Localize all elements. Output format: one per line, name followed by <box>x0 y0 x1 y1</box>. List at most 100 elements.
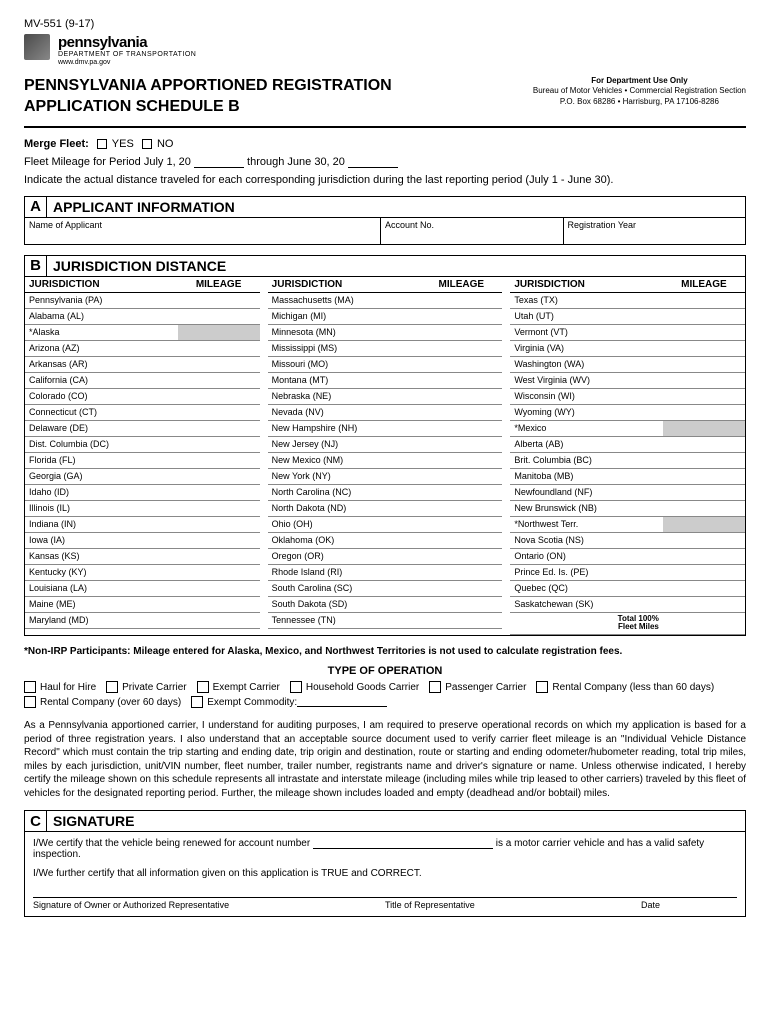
mileage-cell[interactable] <box>178 404 260 420</box>
mileage-cell[interactable] <box>420 564 502 580</box>
mileage-cell[interactable] <box>663 340 745 356</box>
jur-row: Virginia (VA) <box>510 340 745 356</box>
mileage-cell[interactable] <box>420 372 502 388</box>
merge-no-checkbox[interactable] <box>142 139 152 149</box>
mileage-cell[interactable] <box>663 532 745 548</box>
mileage-cell[interactable] <box>178 548 260 564</box>
type-op-checkbox[interactable] <box>191 696 203 708</box>
signature-line[interactable]: Signature of Owner or Authorized Represe… <box>33 900 385 910</box>
mileage-cell[interactable] <box>178 436 260 452</box>
mileage-cell[interactable] <box>420 548 502 564</box>
type-op-checkbox[interactable] <box>536 681 548 693</box>
period-end-input[interactable] <box>348 157 398 168</box>
mileage-cell[interactable] <box>420 612 502 628</box>
mileage-cell[interactable] <box>178 340 260 356</box>
type-op-checkbox[interactable] <box>197 681 209 693</box>
mileage-cell[interactable] <box>420 468 502 484</box>
mileage-cell[interactable] <box>178 596 260 612</box>
mileage-cell[interactable] <box>663 596 745 612</box>
type-op-checkbox[interactable] <box>24 696 36 708</box>
jur-row: Wisconsin (WI) <box>510 388 745 404</box>
mileage-cell[interactable] <box>420 420 502 436</box>
mileage-cell[interactable] <box>420 340 502 356</box>
title-line[interactable]: Title of Representative <box>385 900 641 910</box>
registration-year-field[interactable]: Registration Year <box>564 218 746 244</box>
mileage-cell[interactable] <box>178 324 260 340</box>
mileage-cell[interactable] <box>663 292 745 308</box>
mileage-cell[interactable] <box>420 532 502 548</box>
mileage-cell[interactable] <box>420 484 502 500</box>
jur-row: Vermont (VT) <box>510 324 745 340</box>
type-op-checkbox[interactable] <box>106 681 118 693</box>
jur-name: New York (NY) <box>268 468 421 484</box>
mileage-cell[interactable] <box>178 468 260 484</box>
mileage-cell[interactable] <box>178 612 260 628</box>
date-line[interactable]: Date <box>641 900 737 910</box>
mileage-cell[interactable] <box>663 404 745 420</box>
merge-yes-checkbox[interactable] <box>97 139 107 149</box>
section-a-header: A APPLICANT INFORMATION <box>24 196 746 218</box>
mileage-cell[interactable] <box>663 564 745 580</box>
mileage-cell[interactable] <box>663 308 745 324</box>
type-op-checkbox[interactable] <box>429 681 441 693</box>
jur-row: Montana (MT) <box>268 372 503 388</box>
mileage-cell[interactable] <box>178 580 260 596</box>
mileage-cell[interactable] <box>420 292 502 308</box>
total-miles-cell[interactable] <box>663 612 745 635</box>
mileage-cell[interactable] <box>420 324 502 340</box>
mileage-cell[interactable] <box>663 580 745 596</box>
mileage-cell[interactable] <box>420 596 502 612</box>
mileage-cell[interactable] <box>663 516 745 532</box>
jur-row: Michigan (MI) <box>268 308 503 324</box>
mileage-cell[interactable] <box>663 436 745 452</box>
mileage-cell[interactable] <box>178 564 260 580</box>
mileage-cell[interactable] <box>420 452 502 468</box>
mileage-cell[interactable] <box>663 452 745 468</box>
mileage-cell[interactable] <box>663 356 745 372</box>
mileage-cell[interactable] <box>178 516 260 532</box>
mileage-cell[interactable] <box>178 484 260 500</box>
indicate-note: Indicate the actual distance traveled fo… <box>24 174 746 186</box>
mileage-cell[interactable] <box>178 452 260 468</box>
jur-name: West Virginia (WV) <box>510 372 663 388</box>
type-op-title: TYPE OF OPERATION <box>24 665 746 677</box>
jur-name: Maryland (MD) <box>25 612 178 628</box>
applicant-name-field[interactable]: Name of Applicant <box>25 218 381 244</box>
jur-row: Illinois (IL) <box>25 500 260 516</box>
type-op-checkbox[interactable] <box>290 681 302 693</box>
mileage-cell[interactable] <box>420 356 502 372</box>
jur-name: South Dakota (SD) <box>268 596 421 612</box>
mileage-cell[interactable] <box>178 388 260 404</box>
mileage-cell[interactable] <box>178 532 260 548</box>
mileage-cell[interactable] <box>420 388 502 404</box>
mileage-cell[interactable] <box>663 324 745 340</box>
mileage-cell[interactable] <box>663 420 745 436</box>
type-op-label: Exempt Commodity: <box>207 697 297 708</box>
mileage-cell[interactable] <box>420 580 502 596</box>
mileage-cell[interactable] <box>178 356 260 372</box>
period-start-input[interactable] <box>194 157 244 168</box>
mileage-cell[interactable] <box>420 500 502 516</box>
account-no-field[interactable]: Account No. <box>381 218 564 244</box>
commodity-input[interactable] <box>297 697 387 707</box>
mileage-cell[interactable] <box>663 372 745 388</box>
mileage-cell[interactable] <box>420 308 502 324</box>
non-irp-note: *Non-IRP Participants: Mileage entered f… <box>24 646 746 657</box>
type-op-checkbox[interactable] <box>24 681 36 693</box>
mileage-cell[interactable] <box>663 548 745 564</box>
mileage-cell[interactable] <box>663 388 745 404</box>
mileage-cell[interactable] <box>178 308 260 324</box>
mileage-cell[interactable] <box>420 516 502 532</box>
mileage-cell[interactable] <box>420 436 502 452</box>
mileage-cell[interactable] <box>420 404 502 420</box>
mileage-cell[interactable] <box>663 468 745 484</box>
mileage-cell[interactable] <box>178 420 260 436</box>
jur-row: Iowa (IA) <box>25 532 260 548</box>
mileage-cell[interactable] <box>178 292 260 308</box>
account-number-input[interactable] <box>313 839 493 849</box>
mileage-cell[interactable] <box>178 500 260 516</box>
mileage-cell[interactable] <box>663 500 745 516</box>
mileage-cell[interactable] <box>663 484 745 500</box>
jur-name: Quebec (QC) <box>510 580 663 596</box>
mileage-cell[interactable] <box>178 372 260 388</box>
